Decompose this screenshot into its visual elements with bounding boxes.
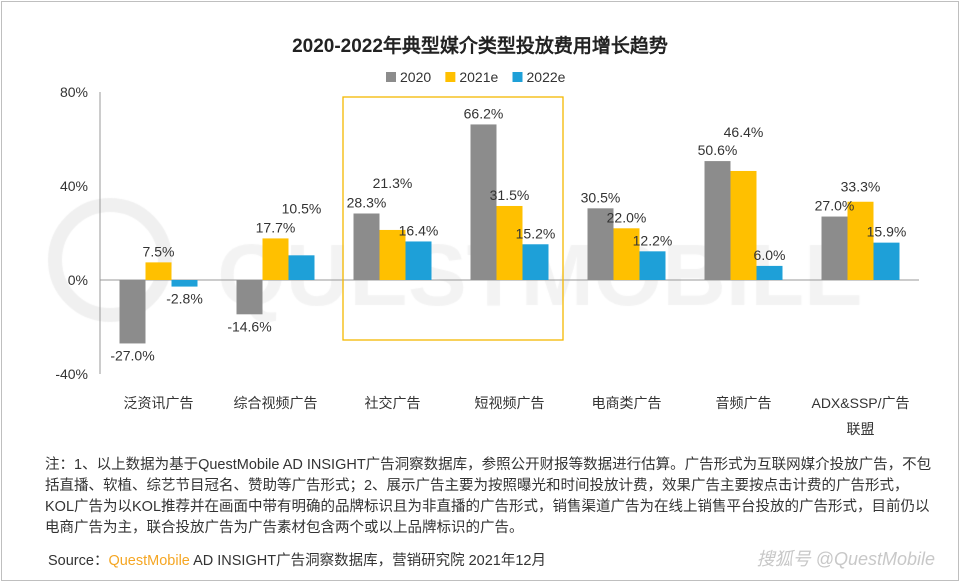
data-label: 12.2%: [633, 232, 673, 248]
legend-label-2020: 2020: [400, 69, 431, 85]
x-tick-label: 电商类广告: [592, 395, 662, 411]
legend-swatch-2021e: [445, 72, 456, 82]
data-label: 33.3%: [841, 179, 881, 195]
bar-2021e: [730, 170, 757, 280]
bar-2020: [704, 161, 731, 280]
bar-2021e: [379, 229, 406, 280]
data-label: 17.7%: [256, 219, 296, 235]
legend-swatch-2022e: [512, 72, 523, 82]
data-label: -27.0%: [110, 347, 154, 363]
data-label: 22.0%: [607, 209, 647, 225]
x-tick-label: 社交广告: [365, 395, 421, 411]
bar-2022e: [756, 265, 783, 280]
source-brand: QuestMobile: [108, 553, 190, 569]
footer-bottom-row: Source：QuestMobile AD INSIGHT广告洞察数据库，营销研…: [45, 545, 935, 571]
data-label: 31.5%: [490, 187, 530, 203]
data-label: 21.3%: [373, 175, 413, 191]
data-label: 28.3%: [347, 194, 387, 210]
x-tick-label: 联盟: [847, 421, 875, 437]
data-label: -2.8%: [166, 291, 203, 307]
legend-swatch-2020: [386, 72, 396, 82]
bar-2021e: [847, 201, 874, 280]
data-label: 66.2%: [464, 105, 504, 121]
x-tick-label: ADX&SSP/广告: [811, 395, 909, 411]
bar-2021e: [496, 205, 523, 280]
bar-2020: [119, 280, 146, 344]
bar-2022e: [639, 251, 666, 280]
y-tick-label: 80%: [60, 84, 88, 100]
x-tick-label: 综合视频广告: [234, 395, 318, 411]
bar-2022e: [522, 244, 549, 280]
y-tick-label: 0%: [68, 272, 88, 288]
data-label: 15.9%: [867, 224, 907, 240]
data-label: 7.5%: [143, 243, 175, 259]
legend-label-2022e: 2022e: [527, 69, 566, 85]
bar-2022e: [405, 241, 432, 280]
data-label: 10.5%: [282, 200, 322, 216]
data-label: 46.4%: [724, 124, 764, 140]
bar-chart: 2020-2022年典型媒介类型投放费用增长趋势 2020 2021e 2022e 80…: [55, 34, 919, 437]
data-label: 16.4%: [399, 222, 439, 238]
bar-2022e: [873, 242, 900, 280]
x-tick-label: 音频广告: [716, 395, 772, 411]
x-tick-label: 泛资讯广告: [124, 395, 194, 411]
attribution-watermark: 搜狐号 @QuestMobile: [756, 549, 935, 569]
bar-2020: [236, 280, 263, 315]
bar-2020: [821, 216, 848, 280]
bar-2021e: [145, 262, 172, 280]
data-label: 15.2%: [516, 225, 556, 241]
data-label: 27.0%: [815, 198, 855, 214]
bar-2020: [353, 213, 380, 280]
y-tick-label: -40%: [55, 366, 88, 382]
data-label: 6.0%: [754, 247, 786, 263]
x-tick-label: 短视频广告: [475, 395, 545, 411]
chart-title: 2020-2022年典型媒介类型投放费用增长趋势: [292, 34, 668, 57]
bar-2020: [587, 208, 614, 280]
bar-2022e: [171, 280, 198, 287]
footer: 注：1、以上数据为基于QuestMobile AD INSIGHT广告洞察数据库…: [45, 455, 935, 571]
source-text: AD INSIGHT广告洞察数据库，营销研究院 2021年12月: [189, 553, 546, 569]
data-label: -14.6%: [227, 318, 271, 334]
source-line: Source：QuestMobile AD INSIGHT广告洞察数据库，营销研…: [48, 549, 546, 570]
legend-label-2021e: 2021e: [459, 69, 498, 85]
data-label: 50.6%: [698, 142, 738, 158]
footnote: 注：1、以上数据为基于QuestMobile AD INSIGHT广告洞察数据库…: [45, 457, 932, 536]
source-label: Source：: [48, 553, 109, 569]
bar-2020: [470, 124, 497, 281]
data-label: 30.5%: [581, 189, 621, 205]
bar-2021e: [613, 228, 640, 280]
highlight-box: [342, 96, 564, 341]
bar-2022e: [288, 255, 315, 280]
bar-2021e: [262, 238, 289, 280]
y-tick-label: 40%: [60, 178, 88, 194]
